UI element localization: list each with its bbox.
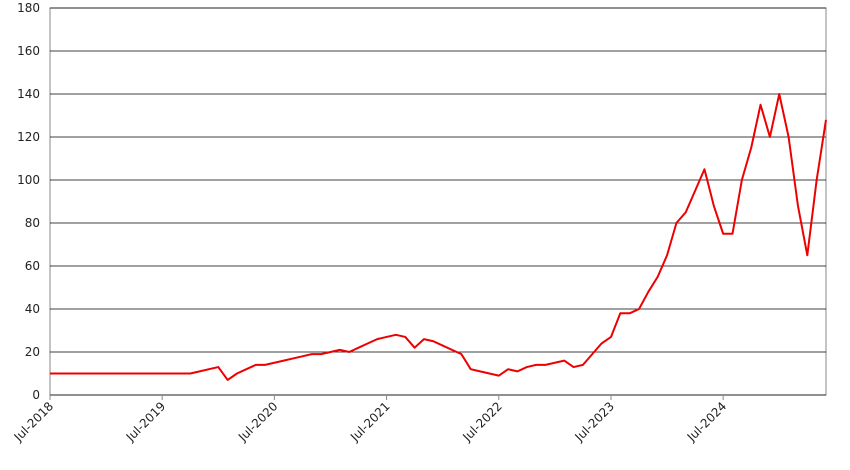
x-tick-label: Jul-2022 [459,399,505,445]
x-tick-label: Jul-2023 [572,399,618,445]
y-tick-label: 0 [32,388,40,402]
line [50,93,827,381]
y-tick-label: 160 [17,44,40,58]
x-tick-label: Jul-2024 [684,399,730,445]
y-tick-label: 140 [17,87,40,101]
y-tick-label: 40 [25,302,40,316]
x-tick-label: Jul-2018 [11,399,57,445]
x-tick-label: Jul-2021 [347,399,393,445]
y-tick-label: 100 [17,173,40,187]
y-tick-label: 80 [25,216,40,230]
y-tick-label: 60 [25,259,40,273]
plot-frame [49,7,827,396]
x-tick-label: Jul-2020 [235,399,281,445]
y-tick-label: 20 [25,345,40,359]
y-tick-label: 180 [17,1,40,15]
x-tick-label: Jul-2019 [123,399,169,445]
y-tick-label: 120 [17,130,40,144]
